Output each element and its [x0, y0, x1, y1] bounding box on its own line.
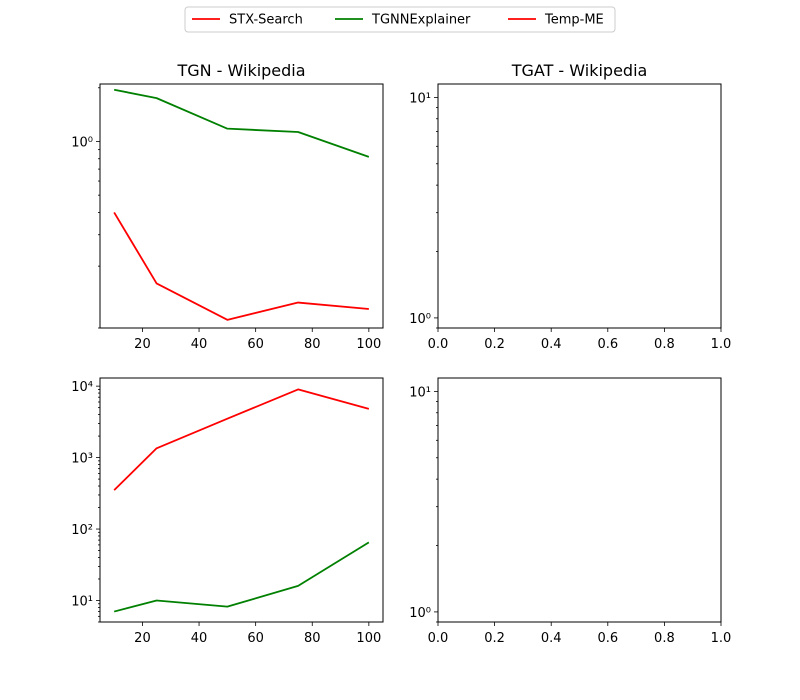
x-tick-label: 0.8	[654, 631, 675, 646]
chart-title: TGAT - Wikipedia	[511, 61, 648, 80]
chart-panel: 20 40 60 80 100 10¹ 10² 10³ 10⁴	[71, 377, 384, 646]
x-tick-label: 0.4	[541, 337, 562, 352]
chart-panel: 0.0 0.2 0.4 0.6 0.8 1.0 10⁰ 10¹	[409, 377, 732, 646]
plot-frame	[437, 377, 722, 623]
y-tick-label: 10⁴	[71, 380, 93, 395]
x-tick-label: 0.0	[428, 337, 449, 352]
x-tick-label: 80	[304, 631, 321, 646]
plot-frame	[99, 377, 384, 623]
chart-panel: TGAT - Wikipedia 0.0 0.2 0.4 0.6 0.8 1.0 10⁰ 10¹	[409, 61, 731, 352]
plot-frame	[99, 83, 384, 329]
x-tick-label: 100	[356, 631, 381, 646]
x-tick-label: 40	[191, 631, 208, 646]
plot-frame	[437, 83, 722, 329]
x-tick-label: 100	[356, 337, 381, 352]
series-line	[113, 211, 369, 321]
series-line	[113, 88, 370, 158]
legend: STX-Search TGNNExplainer Temp-ME	[184, 6, 616, 33]
y-tick-label: 10²	[71, 523, 93, 538]
x-tick-label: 0.4	[541, 631, 562, 646]
x-tick-label: 0.6	[597, 631, 618, 646]
y-tick-label: 10³	[71, 452, 93, 467]
legend-item: Temp-ME	[508, 13, 604, 28]
legend-frame	[184, 6, 616, 33]
x-tick-label: 60	[247, 631, 264, 646]
y-tick-label: 10⁰	[71, 135, 93, 150]
legend-label: Temp-ME	[544, 13, 604, 28]
legend-label: STX-Search	[229, 13, 303, 28]
y-tick-label: 10⁰	[409, 312, 431, 327]
x-tick-label: 0.6	[597, 337, 618, 352]
legend-item: TGNNExplainer	[335, 13, 471, 28]
x-tick-label: 40	[191, 337, 208, 352]
y-tick-label: 10¹	[71, 594, 93, 609]
y-tick-label: 10⁰	[409, 606, 431, 621]
legend-item: STX-Search	[192, 13, 303, 28]
x-tick-label: 0.0	[428, 631, 449, 646]
x-tick-label: 80	[304, 337, 321, 352]
y-tick-label: 10¹	[409, 385, 431, 400]
x-tick-label: 0.2	[484, 337, 505, 352]
chart-panel: TGN - Wikipedia 20 40 60 80 100 10⁰	[71, 61, 384, 352]
x-tick-label: 60	[247, 337, 264, 352]
x-tick-label: 1.0	[711, 337, 732, 352]
x-tick-label: 1.0	[711, 631, 732, 646]
x-tick-label: 0.2	[484, 631, 505, 646]
y-tick-label: 10¹	[409, 91, 431, 106]
series-line	[113, 541, 370, 613]
legend-label: TGNNExplainer	[371, 13, 471, 28]
x-tick-label: 20	[134, 337, 151, 352]
chart-title: TGN - Wikipedia	[176, 61, 305, 80]
x-tick-label: 20	[134, 631, 151, 646]
legend-items: STX-Search TGNNExplainer Temp-ME	[192, 13, 604, 28]
x-tick-label: 0.8	[654, 337, 675, 352]
series-line	[113, 388, 370, 491]
